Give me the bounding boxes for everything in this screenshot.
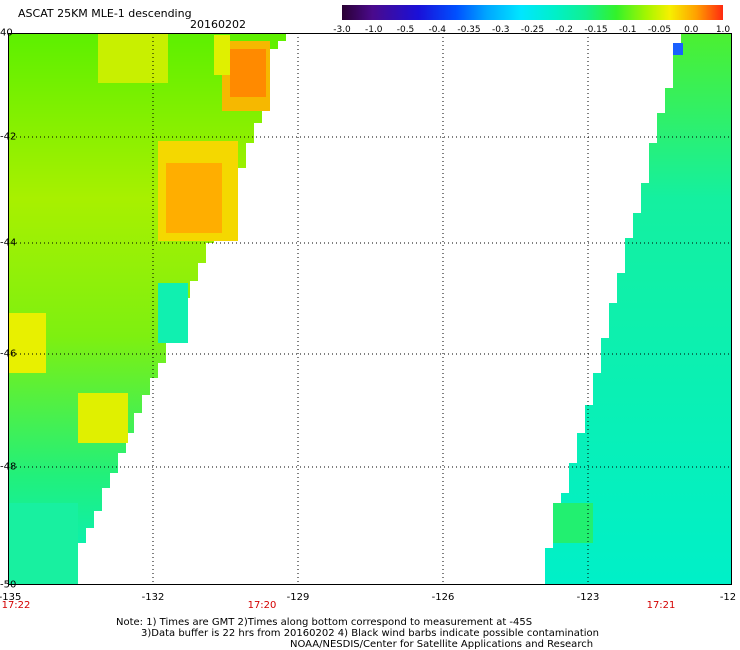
lat-label-50: -50 xyxy=(0,579,17,591)
map-border xyxy=(8,33,732,585)
patch-orange-core xyxy=(230,49,266,97)
colorbar-label: -0.2 xyxy=(555,25,574,35)
patch-yellow-4 xyxy=(78,393,128,443)
colorbar-label: -0.4 xyxy=(428,25,447,35)
lat-label-42: -42 xyxy=(0,131,17,143)
lon-label-123: -123 xyxy=(576,592,600,603)
product-date: 20160202 xyxy=(190,18,246,31)
wind-map xyxy=(8,33,732,585)
colorbar-label: -0.25 xyxy=(520,25,545,35)
graticule xyxy=(8,33,732,585)
colorbar-label: 1.0 xyxy=(715,25,731,35)
colorbar-label: -0.15 xyxy=(584,25,608,35)
patch-yellow-3 xyxy=(8,313,46,373)
patch-cyan-west xyxy=(158,283,188,343)
lon-label-132: -132 xyxy=(141,592,165,603)
colorbar xyxy=(342,5,723,20)
lon-label-135: -135 xyxy=(0,592,22,603)
lat-label-48: -48 xyxy=(0,461,17,473)
lat-label-40: 40 xyxy=(0,27,13,39)
note-line-2: 3)Data buffer is 22 hrs from 20160202 4)… xyxy=(141,628,599,639)
colorbar-gradient xyxy=(342,5,723,20)
lon-label-129: -129 xyxy=(286,592,310,603)
patch-yellow-1 xyxy=(214,35,230,75)
colorbar-label: -0.1 xyxy=(618,25,637,35)
lon-label-120: -12 xyxy=(719,592,737,603)
time-label-right: 17:21 xyxy=(646,600,676,611)
time-label-middle: 17:20 xyxy=(247,600,277,611)
note-line-1: Note: 1) Times are GMT 2)Times along bot… xyxy=(116,617,533,628)
east-swath xyxy=(545,33,732,585)
colorbar-label: -0.5 xyxy=(396,25,415,35)
lon-label-126: -126 xyxy=(431,592,455,603)
colorbar-label: -3.0 xyxy=(333,25,351,35)
colorbar-label: -1.0 xyxy=(364,25,383,35)
patch-cyan-south xyxy=(8,503,78,585)
time-label-left: 17:22 xyxy=(1,600,31,611)
product-title: ASCAT 25KM MLE-1 descending xyxy=(18,7,192,20)
patch-green-east xyxy=(553,503,593,543)
patch-orange-2 xyxy=(166,163,222,233)
colorbar-label: -0.05 xyxy=(647,25,672,35)
patch-yellow-5 xyxy=(98,33,168,83)
lat-label-44: -44 xyxy=(0,237,17,249)
colorbar-label: 0.0 xyxy=(684,25,699,35)
patch-blue-east xyxy=(673,43,683,55)
colorbar-label: -0.3 xyxy=(491,25,510,35)
lat-label-46: -46 xyxy=(0,348,17,360)
note-line-3: NOAA/NESDIS/Center for Satellite Applica… xyxy=(290,639,594,650)
colorbar-label: -0.35 xyxy=(457,25,481,35)
